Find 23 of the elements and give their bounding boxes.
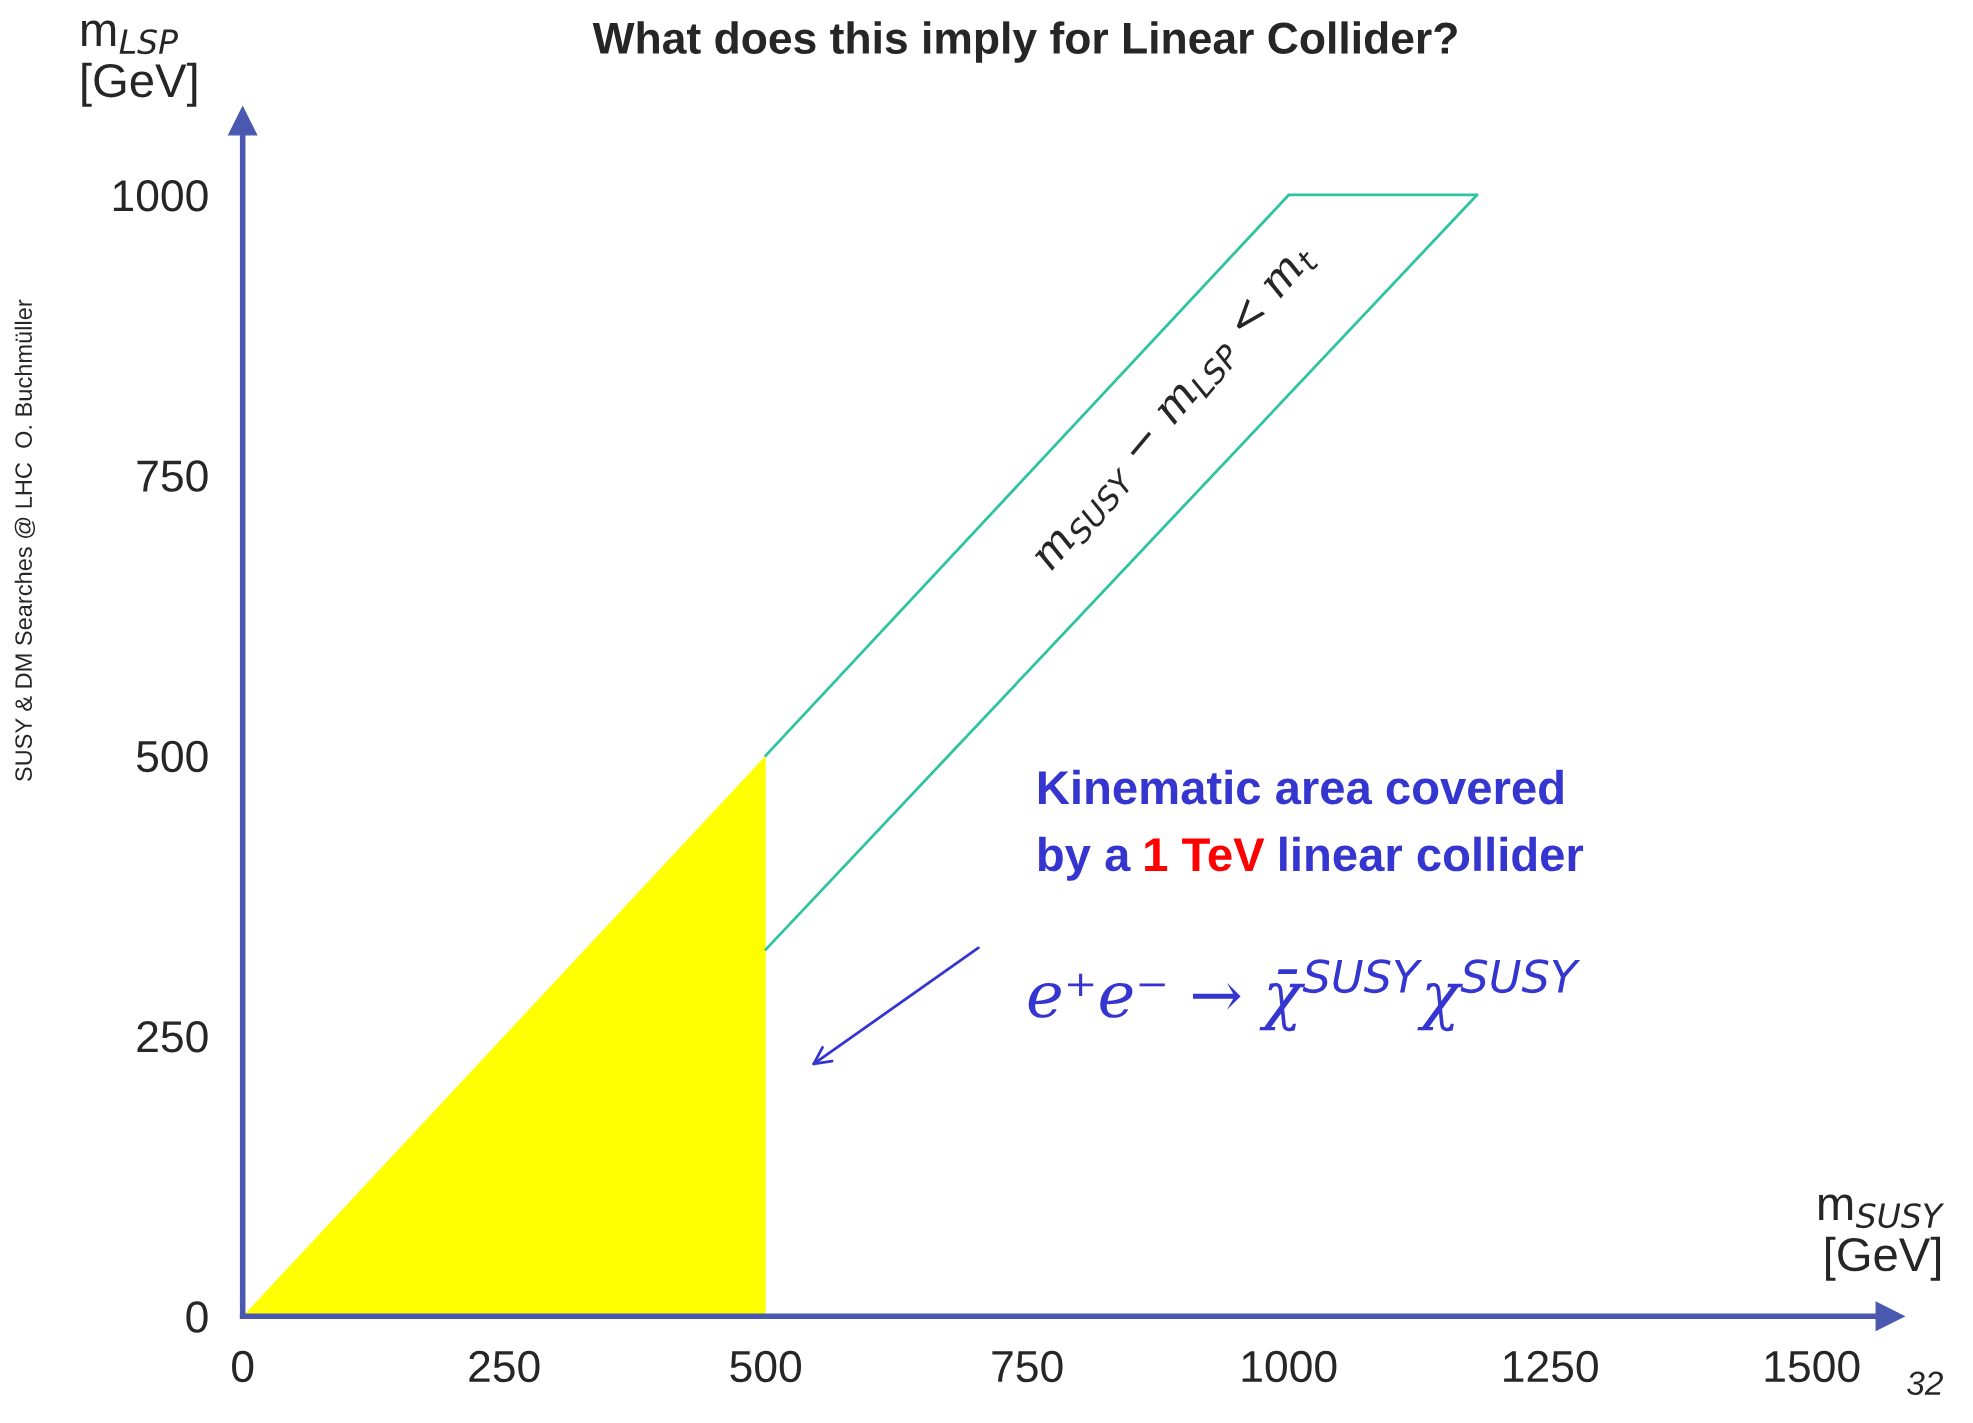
y-axis-title: m$_{LSP}$ [GeV]: [82, 20, 197, 107]
x-tick-label: 250: [469, 1350, 540, 1383]
annotation: 1 TeV: [1145, 838, 1265, 872]
x-tick-label: 1000: [1242, 1350, 1337, 1383]
y-tick-label: 1000: [113, 180, 208, 212]
y-tick-label: 750: [137, 460, 208, 492]
x-tick-label: 500: [730, 1350, 802, 1383]
y-tick-label: 0: [186, 1301, 208, 1333]
annotation: m$_{SUSY}$ − m$_{LSP}$ < m$_{t}$: [1032, 241, 1321, 576]
x-tick-label: 750: [992, 1350, 1063, 1383]
y-tick-label: 500: [136, 740, 208, 773]
annotation: e⁺e⁻ → χ̄$^{SUSY}$χ$^{SUSY}$: [1028, 959, 1581, 1032]
x-tick-label: 1250: [1504, 1350, 1598, 1383]
chart-title: What does this imply for Linear Collider?: [592, 21, 1457, 63]
y-tick-label: 250: [137, 1021, 208, 1053]
annotation: linear collider: [1280, 836, 1584, 872]
x-tick-label: 0: [232, 1350, 254, 1383]
text: 32: [1907, 1371, 1943, 1396]
x-tick-label: 1500: [1765, 1350, 1860, 1383]
annotation: by a: [1038, 836, 1131, 881]
x-axis-title: m$_{SUSY}$ [GeV]: [1819, 1194, 1945, 1281]
text: SUSY & DM Searches @ LHC O. Buchmüller: [14, 299, 36, 782]
annotation: Kinematic area covered: [1038, 769, 1563, 805]
